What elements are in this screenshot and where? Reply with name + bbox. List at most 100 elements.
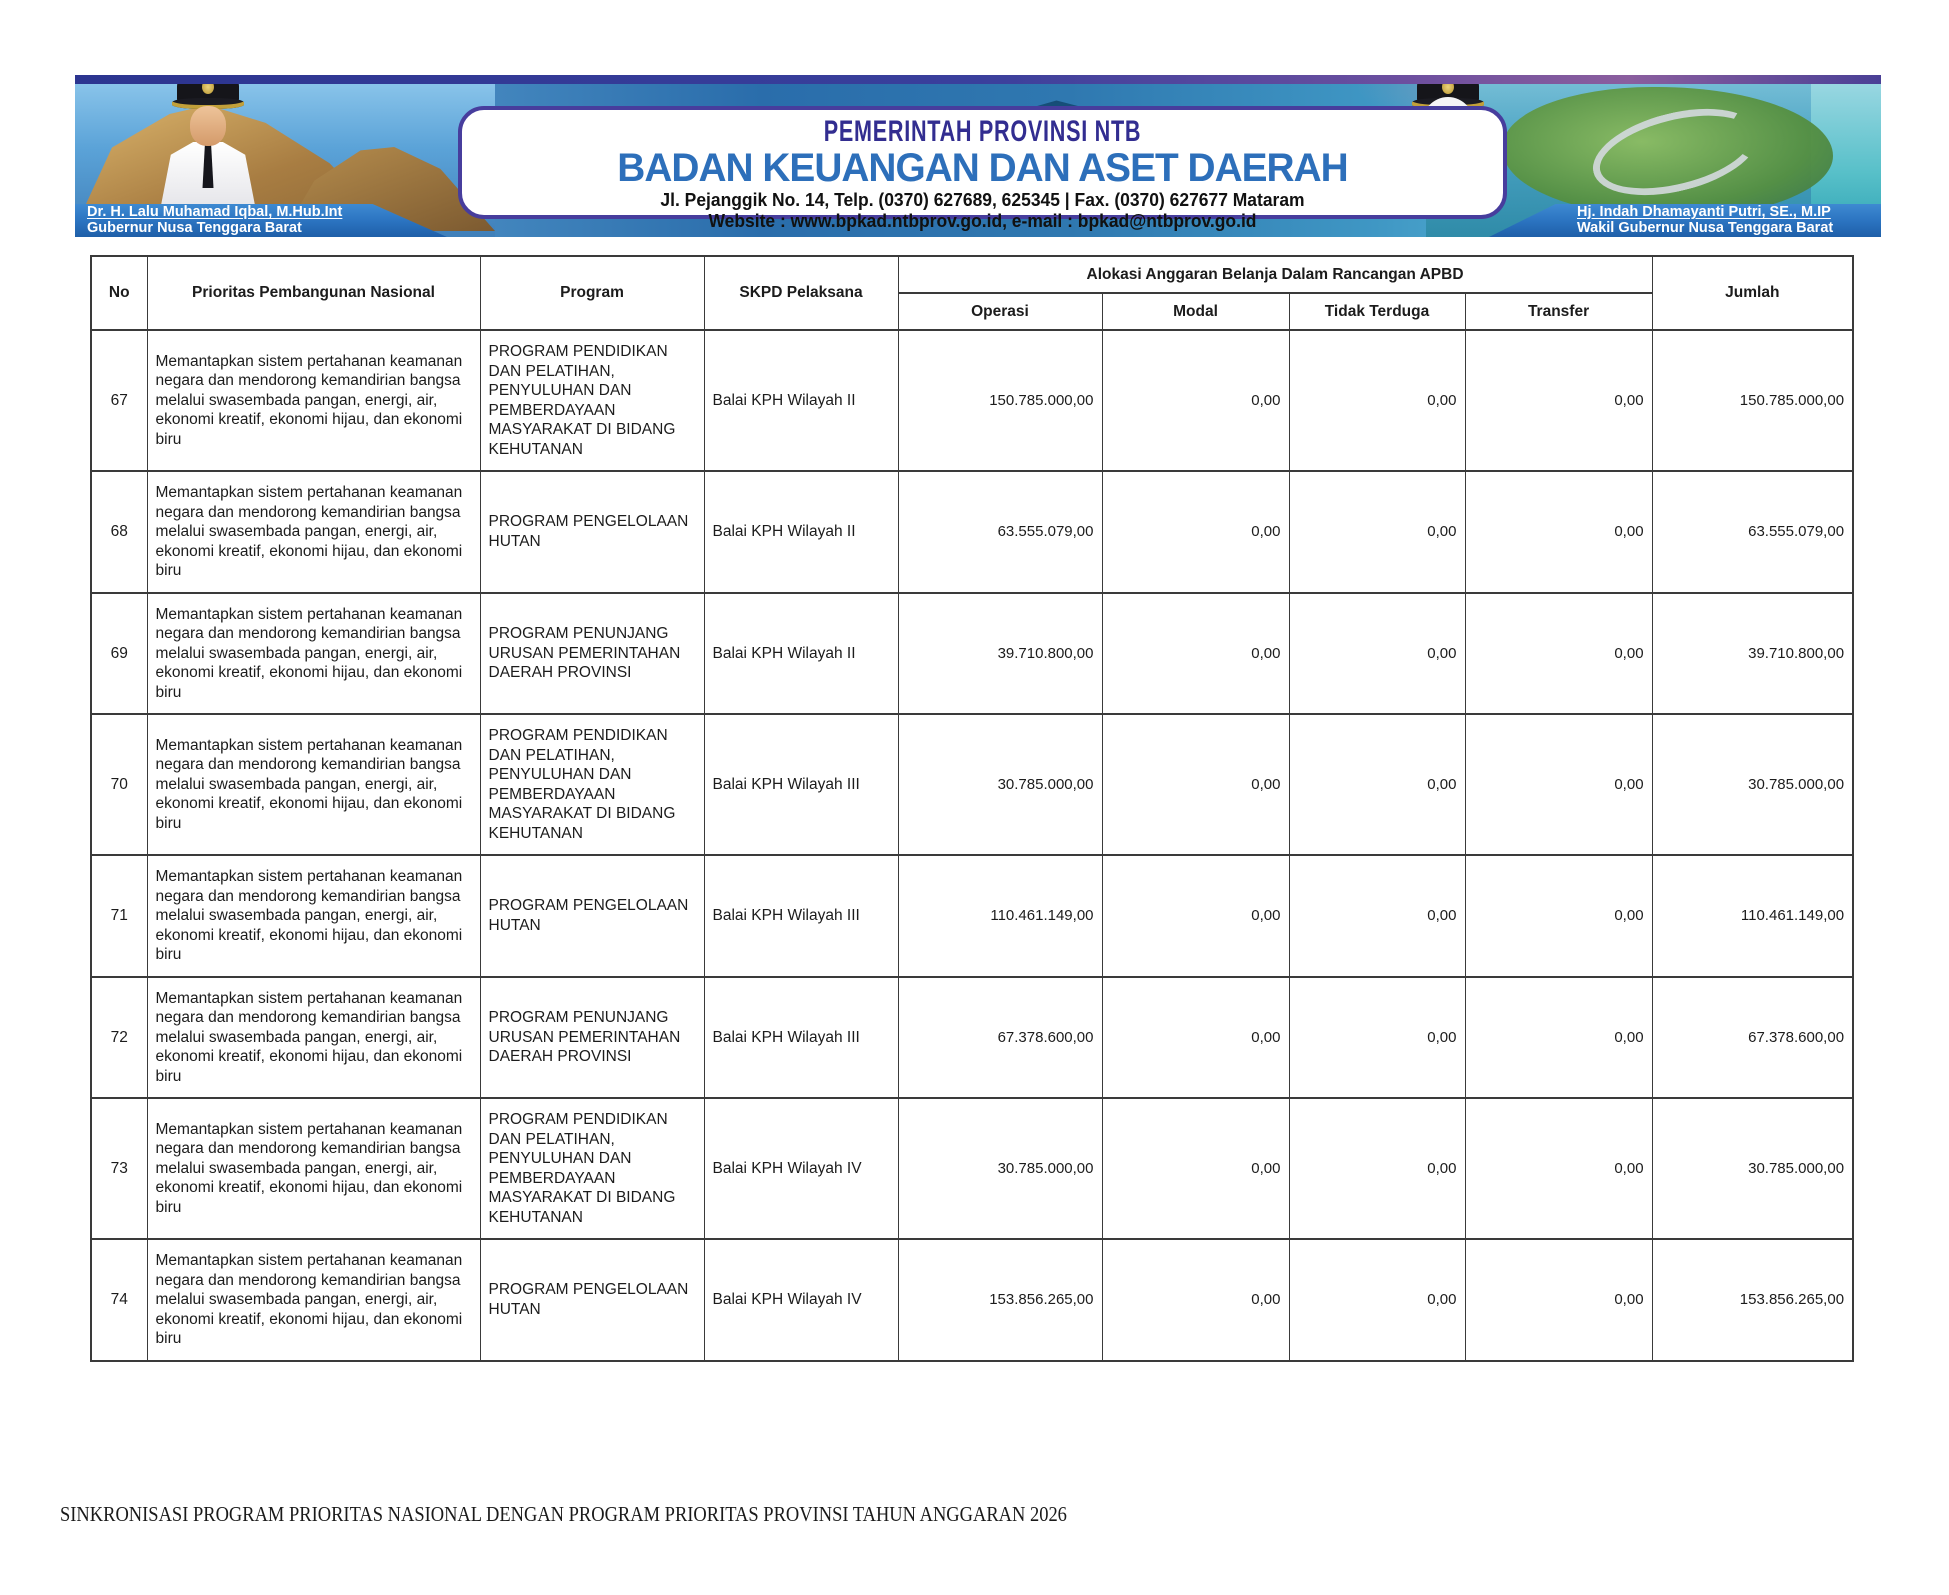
cell-jumlah: 30.785.000,00 — [1651, 713, 1854, 856]
letterhead-box: PEMERINTAH PROVINSI NTB BADAN KEUANGAN D… — [458, 106, 1507, 231]
cell-modal: 0,00 — [1101, 470, 1290, 593]
government-title: PEMERINTAH PROVINSI NTB — [823, 115, 1142, 148]
cell-no: 70 — [90, 713, 148, 856]
cell-skpd: Balai KPH Wilayah IV — [703, 1238, 899, 1361]
cell-tidak_terduga: 0,00 — [1288, 713, 1466, 856]
cell-jumlah: 30.785.000,00 — [1651, 1097, 1854, 1240]
cell-no: 73 — [90, 1097, 148, 1240]
cell-skpd: Balai KPH Wilayah III — [703, 713, 899, 856]
cell-priority: Memantapkan sistem pertahanan keamanan n… — [146, 1097, 481, 1240]
cell-program: PROGRAM PENGELOLAAN HUTAN — [479, 854, 705, 977]
cell-operasi: 30.785.000,00 — [897, 1097, 1103, 1240]
cell-jumlah: 110.461.149,00 — [1651, 854, 1854, 977]
cell-program: PROGRAM PENGELOLAAN HUTAN — [479, 470, 705, 593]
cell-priority: Memantapkan sistem pertahanan keamanan n… — [146, 713, 481, 856]
budget-allocation-table: No Prioritas Pembangunan Nasional Progra… — [90, 255, 1855, 1362]
table-row: 74 Memantapkan sistem pertahanan keamanan… — [90, 1238, 1854, 1361]
cell-jumlah: 63.555.079,00 — [1651, 470, 1854, 593]
cell-program: PROGRAM PENUNJANG URUSAN PEMERINTAHAN DA… — [479, 975, 705, 1099]
col-header-tidak-terduga: Tidak Terduga — [1288, 292, 1466, 331]
table-row: 71 Memantapkan sistem pertahanan keamanan… — [90, 854, 1854, 977]
col-header-jumlah: Jumlah — [1651, 255, 1854, 331]
cell-skpd: Balai KPH Wilayah II — [703, 329, 899, 472]
cell-modal: 0,00 — [1101, 1097, 1290, 1240]
cell-priority: Memantapkan sistem pertahanan keamanan n… — [146, 854, 481, 977]
agency-address: Jl. Pejanggik No. 14, Telp. (0370) 62768… — [660, 190, 1305, 210]
table-row: 67 Memantapkan sistem pertahanan keamanan… — [90, 329, 1854, 472]
col-header-operasi: Operasi — [897, 292, 1103, 331]
cell-transfer: 0,00 — [1464, 854, 1653, 977]
cell-skpd: Balai KPH Wilayah III — [703, 975, 899, 1099]
cell-jumlah: 39.710.800,00 — [1651, 591, 1854, 715]
footer-caption: SINKRONISASI PROGRAM PRIORITAS NASIONAL … — [60, 1502, 1067, 1526]
cell-no: 67 — [90, 329, 148, 472]
cell-no: 69 — [90, 591, 148, 715]
cell-operasi: 67.378.600,00 — [897, 975, 1103, 1099]
cell-jumlah: 67.378.600,00 — [1651, 975, 1854, 1099]
cell-tidak_terduga: 0,00 — [1288, 470, 1466, 593]
cell-skpd: Balai KPH Wilayah III — [703, 854, 899, 977]
cell-operasi: 153.856.265,00 — [897, 1238, 1103, 1361]
col-header-apbd-group: Alokasi Anggaran Belanja Dalam Rancangan… — [897, 255, 1653, 294]
cell-tidak_terduga: 0,00 — [1288, 975, 1466, 1099]
col-header-transfer: Transfer — [1464, 292, 1653, 331]
cell-jumlah: 150.785.000,00 — [1651, 329, 1854, 472]
col-header-priority: Prioritas Pembangunan Nasional — [146, 255, 481, 331]
letterhead-banner: PEMERINTAH PROVINSI NTB BADAN KEUANGAN D… — [75, 75, 1881, 237]
cell-skpd: Balai KPH Wilayah IV — [703, 1097, 899, 1240]
circuit-aerial-scenery — [1503, 87, 1833, 217]
governor-title: Gubernur Nusa Tenggara Barat — [87, 219, 302, 236]
cell-transfer: 0,00 — [1464, 713, 1653, 856]
cell-program: PROGRAM PENGELOLAAN HUTAN — [479, 1238, 705, 1361]
cell-no: 72 — [90, 975, 148, 1099]
col-header-program: Program — [479, 255, 705, 331]
cell-priority: Memantapkan sistem pertahanan keamanan n… — [146, 975, 481, 1099]
table-header: No Prioritas Pembangunan Nasional Progra… — [90, 255, 1854, 331]
cell-program: PROGRAM PENUNJANG URUSAN PEMERINTAHAN DA… — [479, 591, 705, 715]
cell-modal: 0,00 — [1101, 329, 1290, 472]
cell-modal: 0,00 — [1101, 713, 1290, 856]
cell-operasi: 63.555.079,00 — [897, 470, 1103, 593]
vice-governor-name-ribbon: Hj. Indah Dhamayanti Putri, SE., M.IP Wa… — [1489, 204, 1881, 237]
cell-priority: Memantapkan sistem pertahanan keamanan n… — [146, 1238, 481, 1361]
cell-program: PROGRAM PENDIDIKAN DAN PELATIHAN, PENYUL… — [479, 1097, 705, 1240]
cell-priority: Memantapkan sistem pertahanan keamanan n… — [146, 329, 481, 472]
table-body: 67 Memantapkan sistem pertahanan keamanan… — [90, 329, 1854, 1361]
cell-tidak_terduga: 0,00 — [1288, 854, 1466, 977]
cell-no: 68 — [90, 470, 148, 593]
cell-jumlah: 153.856.265,00 — [1651, 1238, 1854, 1361]
cell-transfer: 0,00 — [1464, 975, 1653, 1099]
col-header-no: No — [90, 255, 148, 331]
cell-transfer: 0,00 — [1464, 470, 1653, 593]
cell-operasi: 39.710.800,00 — [897, 591, 1103, 715]
cell-program: PROGRAM PENDIDIKAN DAN PELATIHAN, PENYUL… — [479, 329, 705, 472]
cell-transfer: 0,00 — [1464, 591, 1653, 715]
governor-uniform — [160, 142, 256, 206]
cell-skpd: Balai KPH Wilayah II — [703, 591, 899, 715]
cell-modal: 0,00 — [1101, 975, 1290, 1099]
cell-transfer: 0,00 — [1464, 1238, 1653, 1361]
cell-no: 71 — [90, 854, 148, 977]
governor-photo — [143, 77, 273, 215]
cell-priority: Memantapkan sistem pertahanan keamanan n… — [146, 591, 481, 715]
cell-modal: 0,00 — [1101, 591, 1290, 715]
tie-icon — [202, 144, 214, 188]
cell-modal: 0,00 — [1101, 854, 1290, 977]
col-header-modal: Modal — [1101, 292, 1290, 331]
banner-top-strip — [75, 75, 1881, 84]
cell-operasi: 30.785.000,00 — [897, 713, 1103, 856]
table-row: 68 Memantapkan sistem pertahanan keamanan… — [90, 470, 1854, 593]
agency-title: BADAN KEUANGAN DAN ASET DAERAH — [617, 146, 1348, 190]
col-header-skpd: SKPD Pelaksana — [703, 255, 899, 331]
cell-skpd: Balai KPH Wilayah II — [703, 470, 899, 593]
agency-contact: Website : www.bpkad.ntbprov.go.id, e-mai… — [708, 211, 1257, 231]
cell-transfer: 0,00 — [1464, 329, 1653, 472]
governor-name: Dr. H. Lalu Muhamad Iqbal, M.Hub.Int — [87, 204, 343, 220]
table-row: 72 Memantapkan sistem pertahanan keamanan… — [90, 975, 1854, 1099]
cell-transfer: 0,00 — [1464, 1097, 1653, 1240]
cell-tidak_terduga: 0,00 — [1288, 591, 1466, 715]
governor-face — [190, 106, 226, 146]
table-row: 70 Memantapkan sistem pertahanan keamanan… — [90, 713, 1854, 856]
cell-no: 74 — [90, 1238, 148, 1361]
vice-governor-name: Hj. Indah Dhamayanti Putri, SE., M.IP — [1577, 204, 1831, 220]
